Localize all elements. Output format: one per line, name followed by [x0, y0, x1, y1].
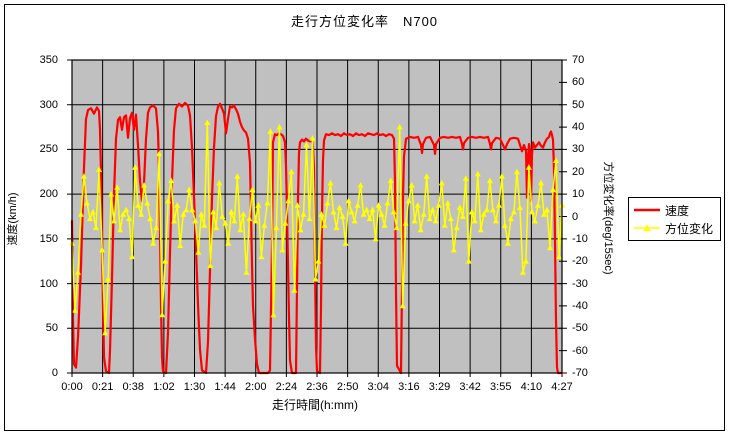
x-tick-label: 3:16	[398, 381, 420, 393]
legend: 速度 方位変化	[628, 197, 721, 241]
y-right-tick-label: -60	[572, 344, 588, 357]
x-tick-label: 3:04	[367, 381, 389, 393]
y-left-tick-label: 0	[51, 367, 58, 379]
chart-title: 走行方位変化率 N700	[290, 14, 439, 29]
y-left-tick-label: 200	[39, 188, 58, 201]
legend-swatch-speed-line	[634, 208, 660, 212]
y-right-axis-title: 方位変化率(deg/15sec)	[602, 161, 614, 275]
y-right-tick-label: 20	[572, 165, 585, 178]
y-left-axis-title: 速度(km/h)	[7, 192, 19, 246]
y-right-tick-label: 0	[572, 210, 579, 223]
x-tick-label: 3:29	[428, 381, 451, 393]
x-tick-label: 2:00	[245, 381, 267, 393]
x-tick-label: 0:38	[122, 381, 144, 393]
y-right-tick-label: -10	[572, 232, 588, 245]
y-right-tick-label: 60	[572, 76, 585, 89]
legend-label-direction-change: 方位変化	[665, 221, 714, 236]
y-left-tick-label: 50	[45, 322, 58, 335]
legend-item-speed: 速度	[629, 202, 720, 218]
y-right-tick-label: 30	[572, 143, 585, 156]
x-tick-label: 4:10	[520, 381, 543, 393]
y-left-tick-label: 100	[39, 277, 58, 290]
y-left-tick-label: 350	[39, 54, 58, 66]
x-tick-label: 3:55	[490, 381, 512, 393]
y-right-tick-label: 40	[572, 121, 585, 134]
y-left-tick-label: 300	[39, 98, 58, 111]
legend-item-direction-change: 方位変化	[629, 220, 720, 236]
y-left-tick-label: 150	[39, 232, 58, 245]
y-right-tick-label: -70	[572, 367, 588, 379]
x-tick-label: 2:36	[306, 381, 328, 393]
legend-swatch-direction-marker	[634, 224, 660, 231]
y-right-tick-label: 10	[572, 188, 585, 201]
plot-border	[71, 59, 563, 374]
y-right-tick-label: 50	[572, 98, 585, 111]
y-right-tick-label: -50	[572, 322, 588, 335]
x-tick-label: 0:21	[91, 381, 114, 393]
y-right-tick-label: 70	[572, 54, 585, 66]
x-tick-label: 1:02	[153, 381, 175, 393]
x-tick-label: 0:00	[61, 381, 83, 393]
y-right-tick-label: -40	[572, 299, 588, 312]
x-tick-label: 1:44	[214, 381, 236, 393]
y-right-tick-label: -20	[572, 255, 588, 268]
speed-line	[70, 101, 564, 375]
y-right-tick-label: -30	[572, 277, 588, 290]
x-axis-title: 走行時間(h:mm)	[272, 398, 358, 412]
x-tick-label: 2:50	[336, 381, 359, 393]
x-tick-label: 4:27	[551, 381, 573, 393]
x-tick-label: 3:42	[459, 381, 481, 393]
y-left-tick-label: 250	[39, 143, 58, 156]
x-tick-label: 1:30	[183, 381, 206, 393]
x-tick-label: 2:24	[275, 381, 298, 393]
direction-change-line	[71, 122, 563, 333]
legend-label-speed: 速度	[665, 203, 690, 218]
